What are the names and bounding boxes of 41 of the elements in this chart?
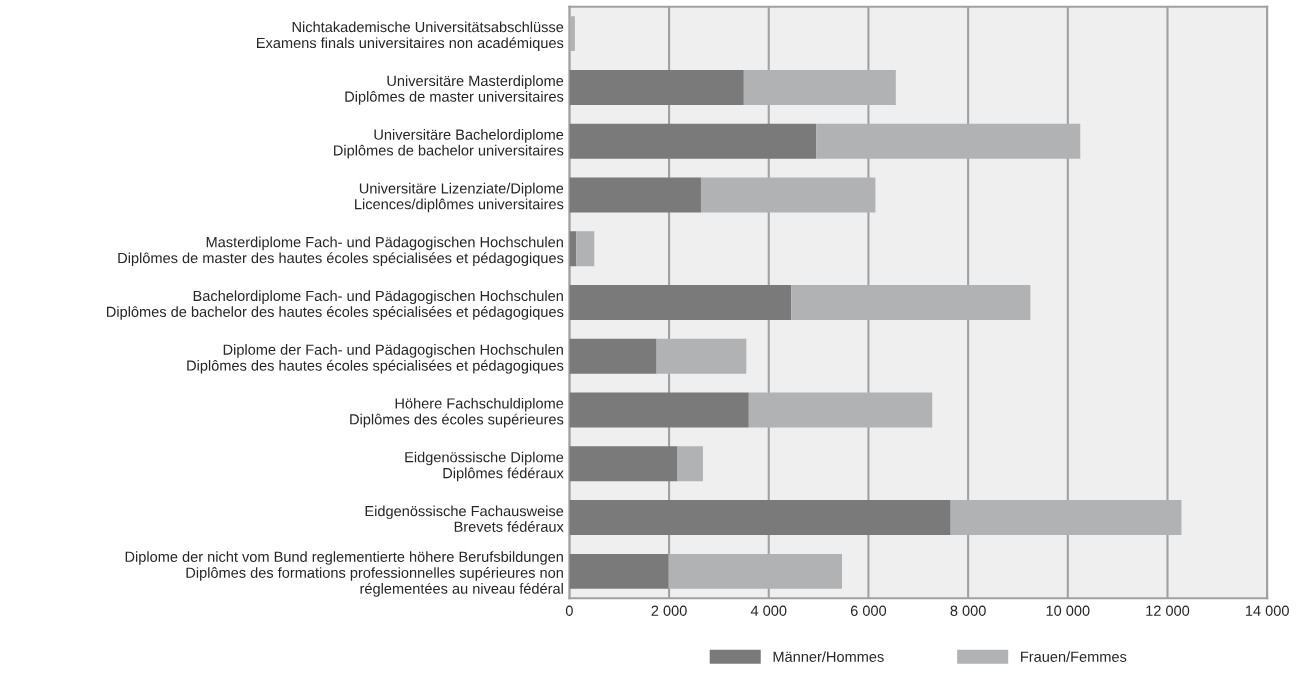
y-tick-label: Höhere Fachschuldiplome Diplômes des écoles supérieures: [350, 397, 564, 428]
bar: [569, 553, 669, 589]
legend-label: Männer/Hommes: [773, 651, 884, 662]
x-tick-label: 12 000: [1146, 605, 1190, 616]
y-tick-label: Bachelordiplome Fach- und Pädagogischen Hochschulen Diplômes de bachelor des hautes écoles spécialisées et pédagogiques: [107, 290, 564, 320]
bar: [576, 231, 595, 267]
bar: [569, 446, 678, 482]
bar: [569, 392, 749, 428]
bar: [569, 16, 575, 52]
bar: [748, 392, 933, 428]
x-tick-label: 8 000: [950, 605, 986, 616]
bar: [700, 177, 876, 213]
x-tick-label: 10 000: [1046, 605, 1090, 616]
bar: [668, 553, 843, 589]
y-tick-label: Eidgenössische Diplome Diplômes fédéraux: [405, 451, 564, 482]
x-tick-label: 2 000: [651, 605, 687, 616]
y-tick-label: Diplome der Fach- und Pädagogischen Hochschulen Diplômes des hautes écoles spécialisées et pédagogiques: [187, 344, 564, 374]
bar: [791, 285, 1031, 320]
x-tick-label: 14 000: [1245, 605, 1289, 616]
bar: [743, 69, 896, 105]
y-tick-label: Universitäre Bachelordiplome Diplômes de bachelor universitaires: [334, 129, 564, 159]
y-tick-label: Universitäre Lizenziate/Diplome Licences/diplômes universitaires: [355, 182, 564, 213]
y-tick-label: Nichtakademische Universitätsabschlüsse Examens finals universitaires non académiques: [257, 21, 564, 51]
bar: [569, 177, 701, 213]
y-tick-label: Diplome der nicht vom Bund reglementierte höhere Berufsbildungen Diplômes des formations professionnelles supérieures non réglementées au niveau fédéral: [125, 551, 563, 597]
bar: [569, 285, 792, 320]
bar: [569, 338, 657, 374]
bar: [569, 123, 817, 159]
x-tick-label: 6 000: [850, 605, 887, 616]
bar: [656, 338, 747, 374]
legend-label: Frauen/Femmes: [1021, 651, 1127, 662]
bar: [569, 500, 951, 536]
y-tick-label: Masterdiplome Fach- und Pädagogischen Hochschulen Diplômes de master des hautes écoles spécialisées et pédagogiques: [118, 236, 564, 267]
bar: [950, 500, 1182, 536]
x-tick-label: 0: [565, 605, 573, 616]
bar: [816, 123, 1081, 159]
bar: [569, 69, 744, 105]
y-tick-label: Universitäre Masterdiplome Diplômes de master universitaires: [345, 75, 564, 105]
bar: [677, 446, 703, 482]
x-tick-label: 4 000: [750, 605, 787, 616]
y-tick-label: Eidgenössische Fachausweise Brevets fédéraux: [365, 505, 564, 532]
